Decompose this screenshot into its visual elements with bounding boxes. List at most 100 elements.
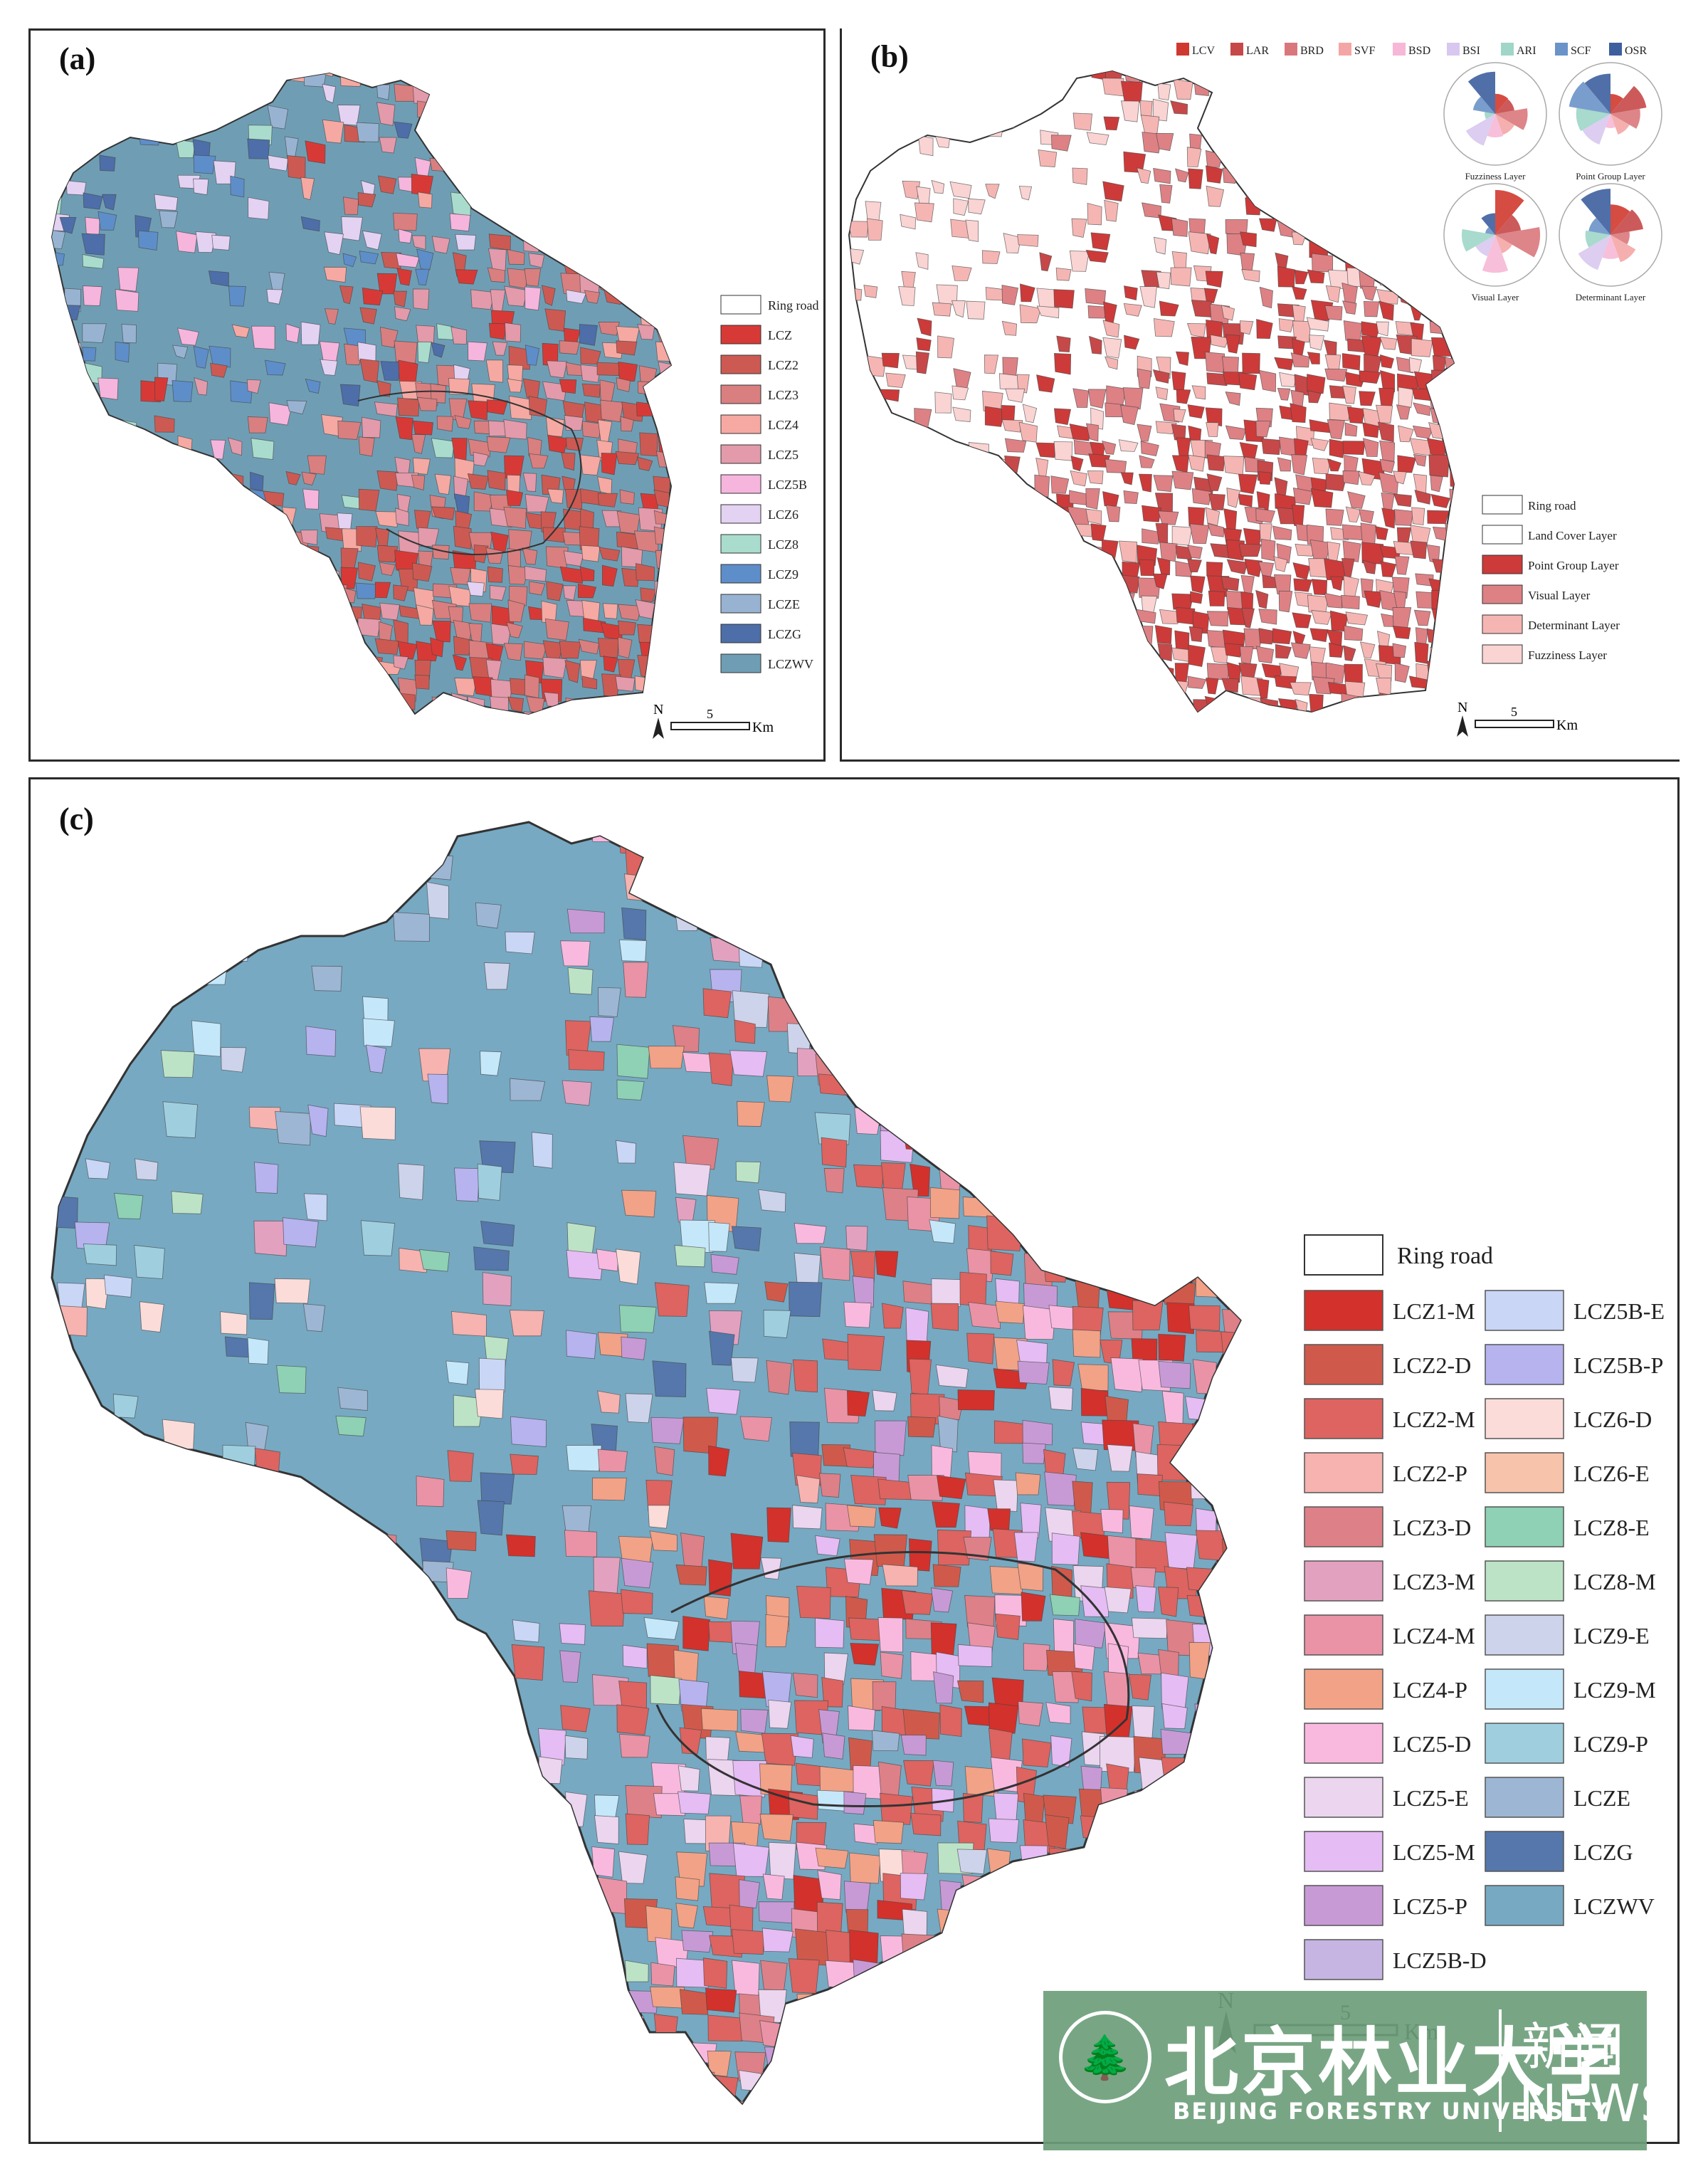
map-patch [1001,419,1023,433]
map-patch [505,489,524,506]
map-patch [52,1824,83,1848]
indicator-legend: LCV LAR BRD SVF BSD BSI ARI SCF OSR [1176,43,1647,57]
map-patch [877,853,900,875]
map-patch [995,1300,1025,1324]
map-patch [308,1681,330,1705]
map-patch [1313,713,1335,731]
map-patch [1124,335,1140,350]
map-patch [1105,505,1121,522]
map-patch [654,581,671,605]
map-patch [526,73,550,89]
legend-swatch [1485,1452,1564,1493]
map-patch [1174,716,1189,732]
map-patch [825,2108,851,2135]
map-patch [1134,1136,1167,1159]
map-patch [414,674,430,690]
indicator-label: OSR [1625,45,1647,57]
map-patch [792,1505,823,1530]
map-patch [52,2101,78,2103]
map-patch [1225,334,1240,354]
map-patch [915,351,930,374]
map-patch [52,1845,85,1880]
map-patch [873,1534,907,1567]
map-patch [78,1901,112,1935]
map-patch [454,86,472,111]
map-patch [325,679,339,702]
map-patch [1292,487,1313,505]
map-patch [1307,390,1322,404]
map-patch [376,102,396,126]
map-patch [902,180,921,200]
map-patch [1446,419,1454,442]
map-patch [546,581,564,601]
map-patch [248,196,270,220]
map-patch [280,1534,317,1561]
map-patch [451,1703,479,1735]
map-patch [1260,698,1279,712]
map-patch [734,1019,756,1044]
map-patch [377,175,397,194]
map-patch [1155,387,1169,401]
map-patch [764,2046,796,2069]
map-patch [902,1024,937,1053]
map-patch [1295,167,1315,181]
legend-label: LCZG [1573,1839,1633,1865]
map-patch [300,321,321,345]
map-patch [251,712,270,714]
map-patch [1361,285,1378,301]
map-patch [506,621,523,638]
map-patch [82,347,97,362]
map-patch [161,1960,183,1985]
map-patch [488,233,511,251]
rose-petal [1611,94,1623,114]
map-patch [1364,590,1383,609]
map-patch [59,101,83,122]
map-patch [1076,907,1113,940]
map-patch [1307,594,1329,614]
map-patch [935,493,956,516]
map-patch [545,197,570,219]
legend-swatch [1304,1777,1383,1818]
map-patch [1224,715,1244,732]
map-patch [395,508,409,527]
map-patch [678,1791,711,1814]
map-patch [454,710,470,714]
map-patch [1130,1938,1163,1961]
map-patch [764,1281,789,1303]
map-patch [1346,406,1365,424]
map-patch [1309,628,1329,643]
map-patch [153,117,178,140]
legend-label: LCZWV [768,657,813,671]
map-patch [1346,235,1359,250]
map-patch [959,1271,987,1307]
map-patch [930,1622,957,1657]
map-patch [1018,186,1033,201]
map-patch [509,1310,544,1337]
map-patch [157,586,177,601]
map-patch [453,1394,484,1427]
map-patch [1208,590,1225,606]
map-patch [865,201,882,221]
map-patch [1135,1585,1157,1613]
legend-label: LCZ9-E [1573,1623,1650,1649]
map-patch [654,1446,675,1476]
map-patch [588,1590,626,1627]
map-patch [1153,318,1175,337]
map-patch [616,1249,641,1285]
map-patch [581,676,598,690]
map-patch [966,709,989,712]
legend-swatch [1304,1234,1383,1276]
legend-swatch [720,444,761,464]
map-patch [1159,609,1181,624]
map-patch [1260,710,1277,712]
map-patch [415,268,430,286]
map-patch [993,1164,1024,1191]
lcz-map-c: Ring roadLCZ1-MLCZ2-DLCZ2-MLCZ2-PLCZ3-DL… [51,821,1665,2135]
map-patch [1138,1221,1172,1246]
map-patch [989,1994,1017,2023]
map-patch [1153,678,1170,701]
map-patch [52,1195,78,1229]
map-patch [1080,1815,1114,1840]
indicator-label: BSI [1462,45,1480,57]
map-patch [219,1935,246,1967]
